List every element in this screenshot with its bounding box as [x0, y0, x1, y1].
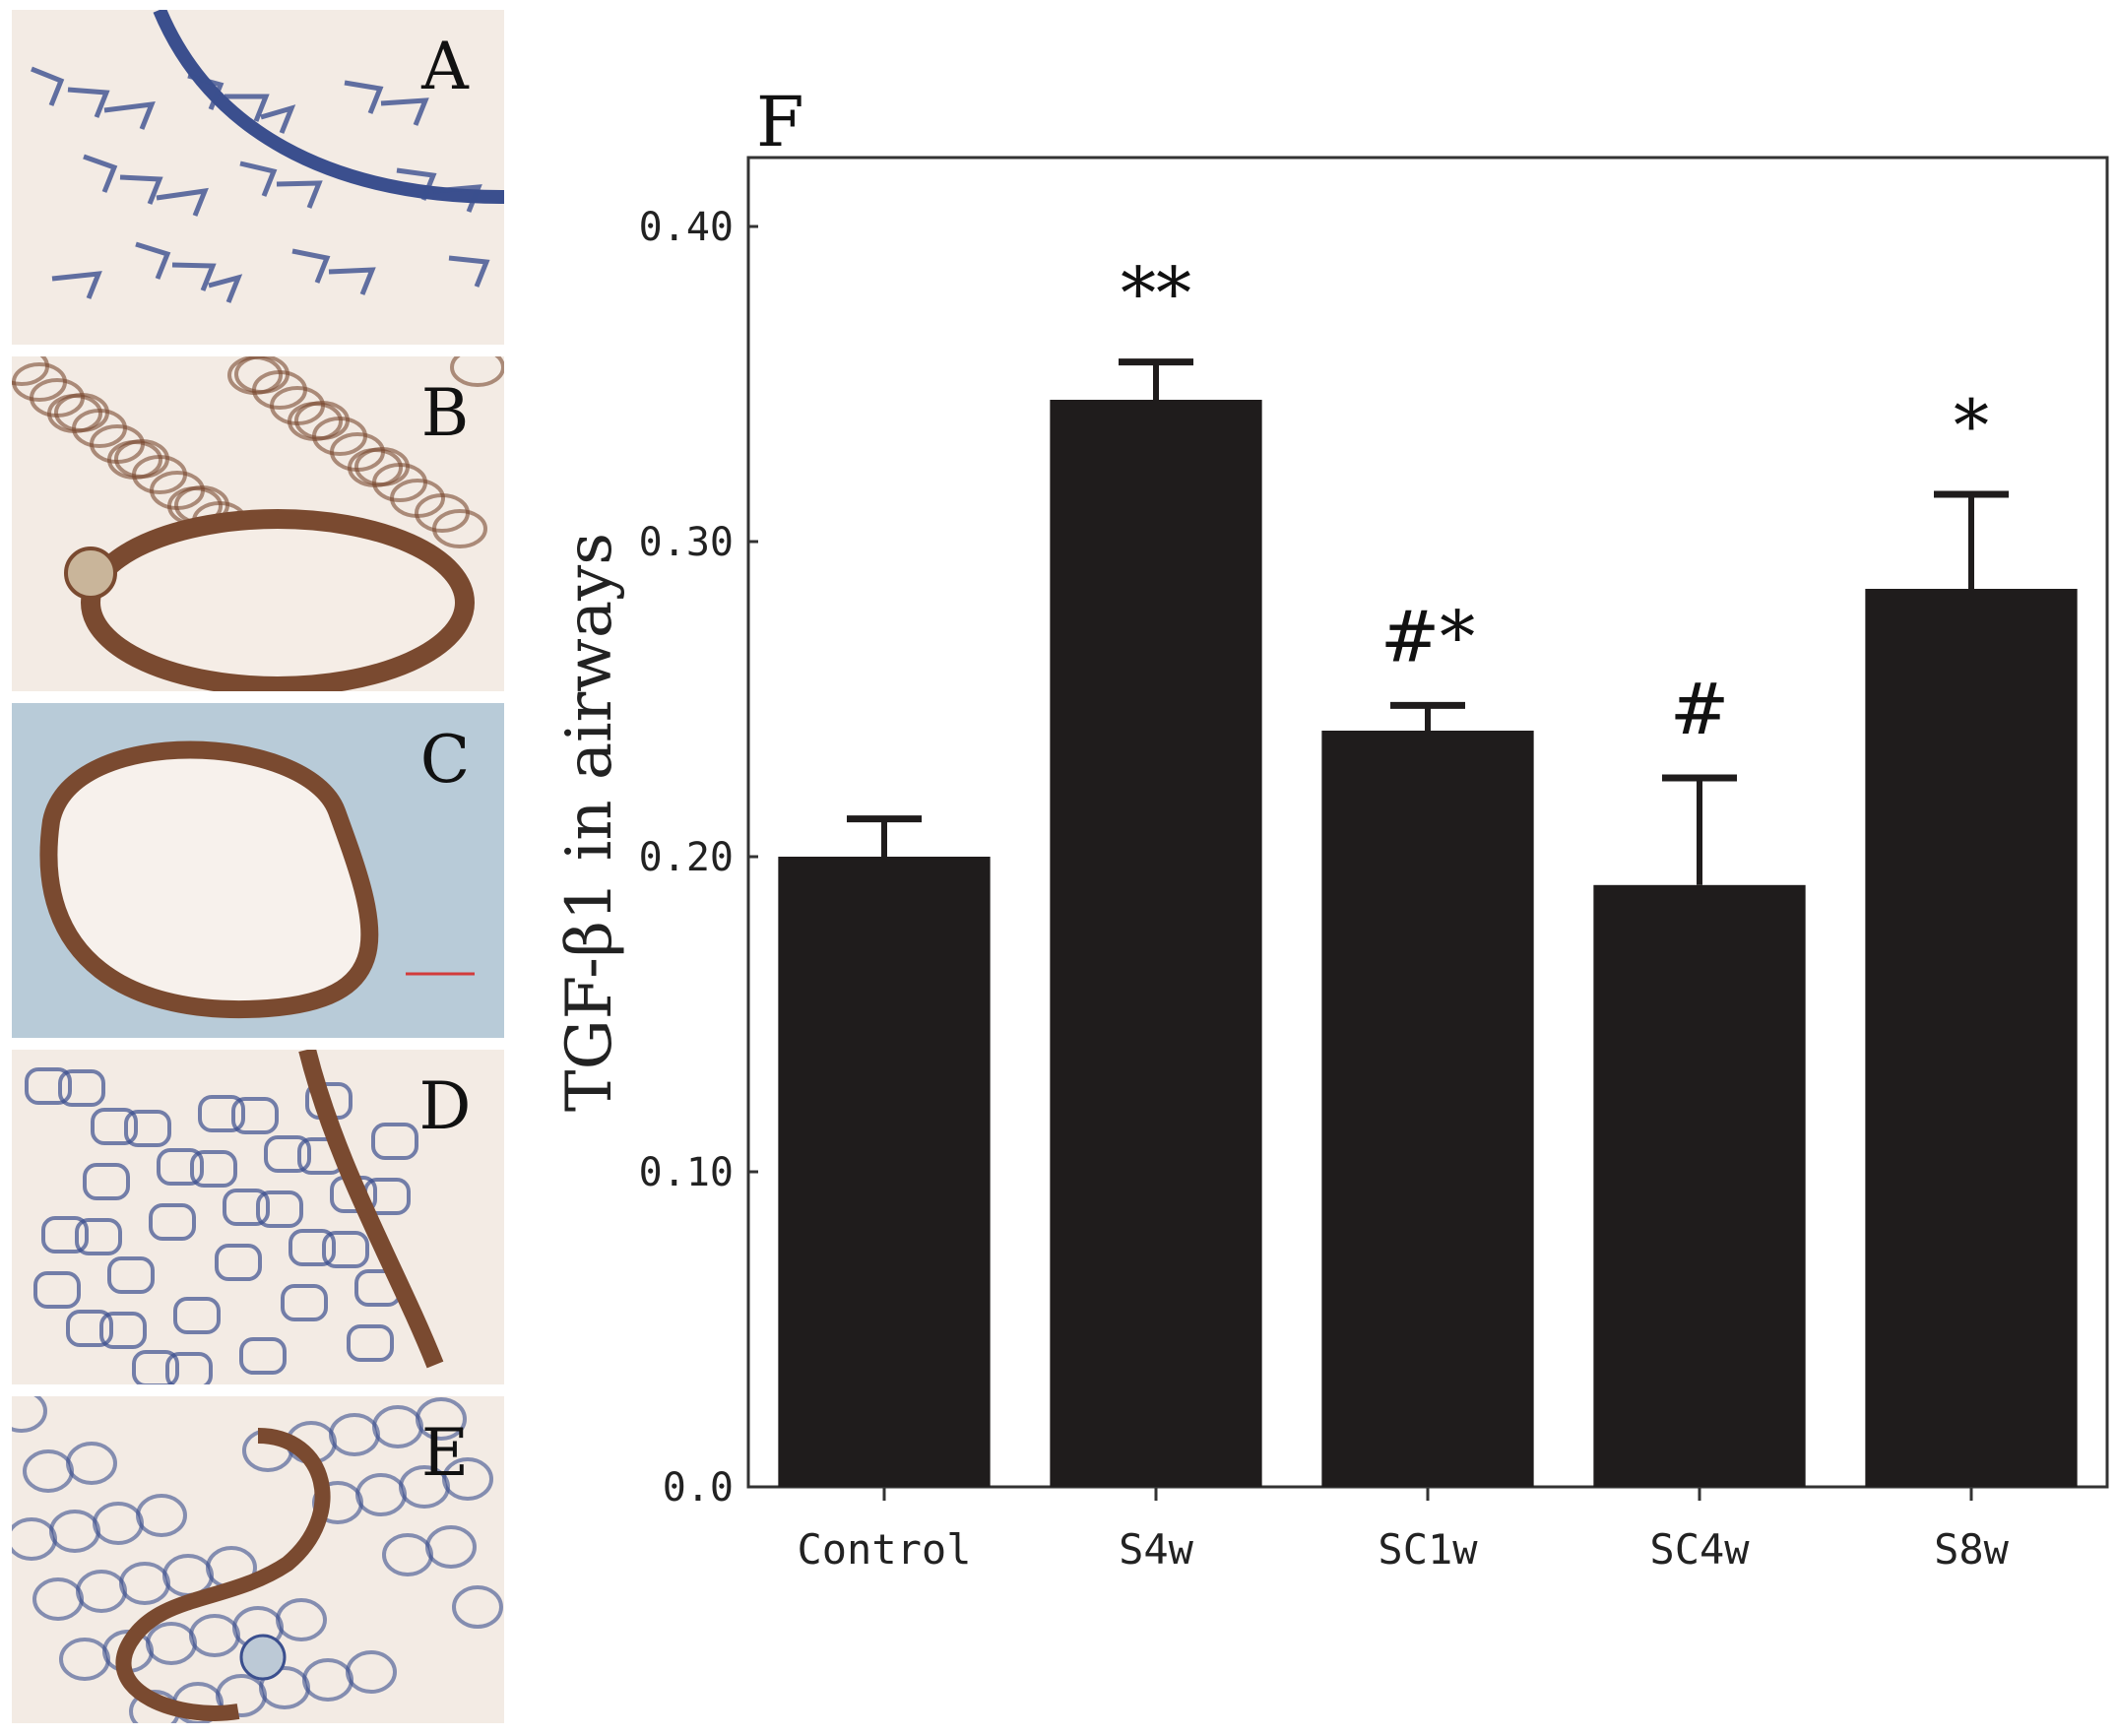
- bar-control: [778, 857, 991, 1487]
- panel-letter-e: E: [421, 1415, 469, 1491]
- y-axis-label: TGF-β1 in airways: [553, 533, 626, 1112]
- panel-letter-d: D: [419, 1068, 472, 1144]
- micrograph-panel-b: B: [12, 356, 504, 691]
- significance-s4w: **: [1121, 252, 1191, 335]
- bar-s4w: [1050, 400, 1262, 1487]
- micrograph-panel-d: D: [12, 1050, 504, 1384]
- x-tick-label-control: Control: [797, 1525, 971, 1574]
- panel-letter-b: B: [421, 375, 470, 451]
- micrograph-panel-a: A: [12, 10, 504, 345]
- bar-sc4w: [1593, 884, 1806, 1487]
- significance-sc4w: #: [1670, 668, 1729, 750]
- panel-letter-a: A: [420, 29, 470, 104]
- micrograph-panel-c: C: [12, 703, 504, 1038]
- x-tick-label-s4w: S4w: [1119, 1525, 1194, 1574]
- significance-s8w: *: [1954, 384, 1989, 467]
- x-tick-label-sc4w: SC4w: [1649, 1525, 1750, 1574]
- y-tick-label: 0.30: [639, 520, 734, 565]
- panel-letter-c: C: [420, 722, 471, 798]
- panel-letter-f: F: [756, 82, 804, 162]
- y-tick-label: 0.20: [639, 835, 734, 880]
- significance-sc1w: #*: [1380, 595, 1475, 677]
- x-tick-label-sc1w: SC1w: [1378, 1525, 1478, 1574]
- y-tick-label: 0.0: [663, 1465, 734, 1511]
- micrograph-panels: A B C D E: [12, 10, 504, 1723]
- y-tick-label: 0.10: [639, 1150, 734, 1195]
- bar-sc1w: [1321, 731, 1534, 1487]
- bar-chart: F 0.0 0.10 0.20 0.30 0.40 TGF-β1 in airways Con…: [553, 82, 2109, 1574]
- micrograph-panel-e: E: [12, 1396, 504, 1723]
- x-tick-label-s8w: S8w: [1934, 1525, 2010, 1574]
- y-tick-label: 0.40: [639, 205, 734, 250]
- bar-s8w: [1865, 589, 2078, 1487]
